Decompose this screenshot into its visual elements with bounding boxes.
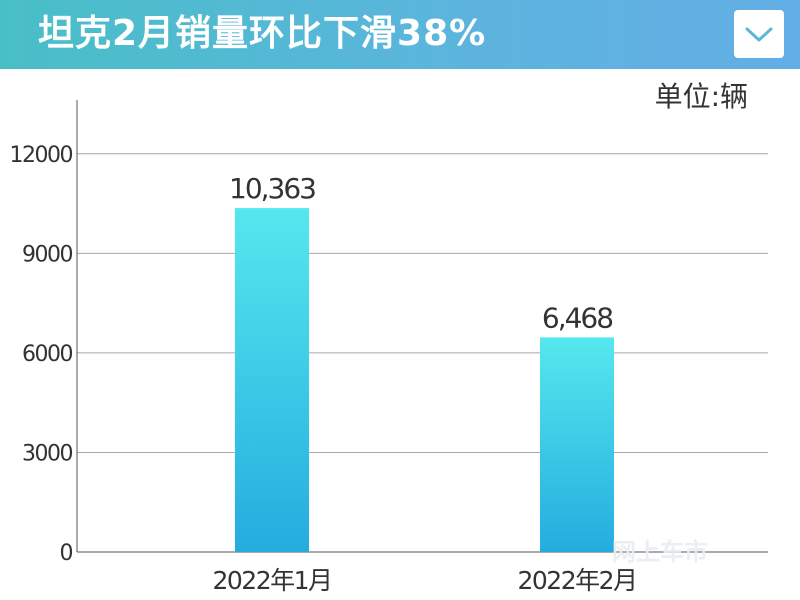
collapse-button[interactable] [734,10,784,58]
watermark-logo: 网上车市 [612,538,708,566]
data-label: 10,363 [229,172,315,205]
y-tick-label: 9000 [22,242,72,267]
chevron-down-icon [745,27,773,42]
labels: 0 3000 6000 9000 12000 10,363 2022年1月 6,468 2022… [10,143,639,595]
y-tick-label: 6000 [22,342,72,367]
axes [76,100,768,553]
gridlines [77,153,768,453]
title-banner: 坦克2月销量环比下滑38% [0,0,800,69]
data-label: 6,468 [542,301,612,334]
x-tick-label: 2022年2月 [517,566,636,595]
y-tick-label: 3000 [22,441,72,466]
chart-title: 坦克2月销量环比下滑38% [38,13,487,54]
y-tick-label: 0 [60,541,73,566]
bar [235,208,309,552]
bar [540,337,614,552]
x-tick-label: 2022年1月 [212,566,331,595]
unit-label: 单位:辆 [654,80,748,113]
y-tick-label: 12000 [10,143,73,168]
bars [235,208,614,552]
